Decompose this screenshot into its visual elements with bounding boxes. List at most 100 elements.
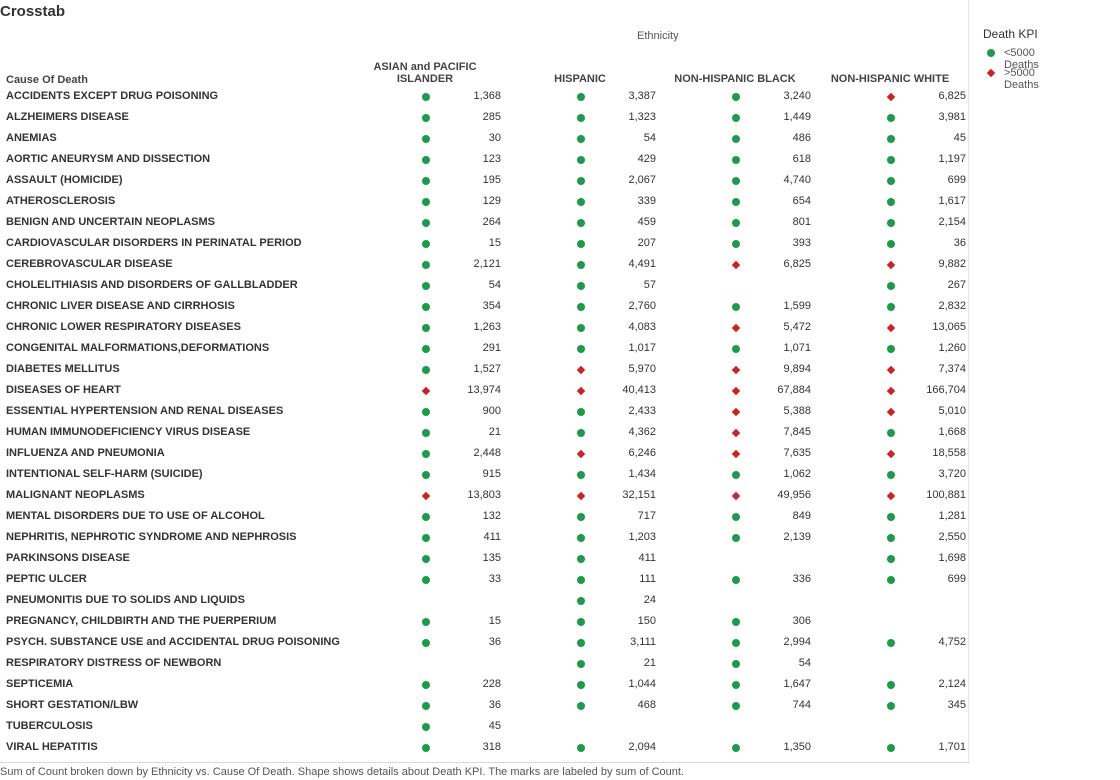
table-row[interactable]: ATHEROSCLEROSIS 129 339 654 1,617 [0,190,970,211]
table-cell[interactable]: 267 [811,274,966,295]
table-cell[interactable]: 13,803 [346,484,501,505]
table-cell[interactable]: 393 [656,232,811,253]
table-cell[interactable]: 849 [656,505,811,526]
table-cell[interactable]: 150 [501,610,656,631]
table-cell[interactable]: 1,617 [811,190,966,211]
table-cell[interactable]: 5,388 [656,400,811,421]
table-row[interactable]: HUMAN IMMUNODEFICIENCY VIRUS DISEASE 21 4,… [0,421,970,442]
table-cell[interactable]: 6,246 [501,442,656,463]
table-cell[interactable]: 21 [501,652,656,673]
table-cell[interactable]: 6,825 [656,253,811,274]
table-cell[interactable]: 744 [656,694,811,715]
table-row[interactable]: CHOLELITHIASIS AND DISORDERS OF GALLBLAD… [0,274,970,295]
table-cell[interactable]: 2,832 [811,295,966,316]
table-row[interactable]: PARKINSONS DISEASE 135 411 1,698 [0,547,970,568]
table-row[interactable]: CHRONIC LOWER RESPIRATORY DISEASES 1,263 4… [0,316,970,337]
table-row[interactable]: PNEUMONITIS DUE TO SOLIDS AND LIQUIDS 24 [0,589,970,610]
table-cell[interactable]: 345 [811,694,966,715]
table-cell[interactable]: 1,197 [811,148,966,169]
table-cell[interactable]: 195 [346,169,501,190]
table-row[interactable]: CONGENITAL MALFORMATIONS,DEFORMATIONS 291… [0,337,970,358]
table-cell[interactable]: 4,752 [811,631,966,652]
table-cell[interactable]: 2,124 [811,673,966,694]
table-cell[interactable]: 40,413 [501,379,656,400]
table-cell[interactable]: 2,067 [501,169,656,190]
table-cell[interactable]: 1,668 [811,421,966,442]
table-cell[interactable]: 228 [346,673,501,694]
table-row[interactable]: CEREBROVASCULAR DISEASE 2,121 4,491 6,825 9,… [0,253,970,274]
table-cell[interactable]: 2,094 [501,736,656,757]
table-cell[interactable]: 1,260 [811,337,966,358]
table-row[interactable]: BENIGN AND UNCERTAIN NEOPLASMS 264 459 801 2… [0,211,970,232]
table-cell[interactable]: 2,139 [656,526,811,547]
table-cell[interactable]: 3,111 [501,631,656,652]
table-cell[interactable]: 411 [346,526,501,547]
table-cell[interactable]: 915 [346,463,501,484]
table-cell[interactable]: 1,071 [656,337,811,358]
table-cell[interactable]: 699 [811,169,966,190]
column-header-asian-pacific-islander[interactable]: ASIAN and PACIFIC ISLANDER [350,61,500,85]
table-cell[interactable]: 45 [811,127,966,148]
table-cell[interactable]: 33 [346,568,501,589]
table-cell[interactable]: 9,882 [811,253,966,274]
table-cell[interactable]: 30 [346,127,501,148]
table-row[interactable]: ANEMIAS 30 54 486 45 [0,127,970,148]
table-cell[interactable]: 45 [346,715,501,736]
table-cell[interactable]: 3,387 [501,85,656,106]
table-cell[interactable]: 264 [346,211,501,232]
table-cell[interactable]: 699 [811,568,966,589]
table-cell[interactable]: 32,151 [501,484,656,505]
table-cell[interactable]: 4,740 [656,169,811,190]
table-cell[interactable]: 1,647 [656,673,811,694]
table-cell[interactable]: 1,263 [346,316,501,337]
table-cell[interactable]: 468 [501,694,656,715]
table-cell[interactable]: 36 [346,631,501,652]
table-cell[interactable]: 2,121 [346,253,501,274]
table-cell[interactable]: 7,374 [811,358,966,379]
table-cell[interactable]: 54 [656,652,811,673]
table-cell[interactable]: 3,240 [656,85,811,106]
table-row[interactable]: MALIGNANT NEOPLASMS 13,803 32,151 49,956 100… [0,484,970,505]
table-row[interactable]: TUBERCULOSIS 45 [0,715,970,736]
table-cell[interactable]: 1,044 [501,673,656,694]
table-cell[interactable]: 13,065 [811,316,966,337]
table-cell[interactable]: 900 [346,400,501,421]
table-cell[interactable]: 100,881 [811,484,966,505]
table-cell[interactable]: 67,884 [656,379,811,400]
table-row[interactable]: ALZHEIMERS DISEASE 285 1,323 1,449 3,981 [0,106,970,127]
table-cell[interactable]: 291 [346,337,501,358]
table-cell[interactable]: 339 [501,190,656,211]
legend-item-under-5000[interactable]: <5000 Deaths [983,45,1039,71]
table-cell[interactable]: 6,825 [811,85,966,106]
table-row[interactable]: AORTIC ANEURYSM AND DISSECTION 123 429 618 1… [0,148,970,169]
table-row[interactable]: CHRONIC LIVER DISEASE AND CIRRHOSIS 354 2,… [0,295,970,316]
table-cell[interactable]: 135 [346,547,501,568]
table-row[interactable]: NEPHRITIS, NEPHROTIC SYNDROME AND NEPHRO… [0,526,970,547]
table-cell[interactable]: 318 [346,736,501,757]
table-cell[interactable]: 1,323 [501,106,656,127]
table-cell[interactable]: 5,010 [811,400,966,421]
table-row[interactable]: CARDIOVASCULAR DISORDERS IN PERINATAL PE… [0,232,970,253]
table-cell[interactable]: 24 [501,589,656,610]
table-cell[interactable]: 1,701 [811,736,966,757]
table-cell[interactable]: 2,760 [501,295,656,316]
table-cell[interactable]: 1,449 [656,106,811,127]
table-cell[interactable]: 2,154 [811,211,966,232]
table-row[interactable]: ACCIDENTS EXCEPT DRUG POISONING 1,368 3,38… [0,85,970,106]
table-cell[interactable]: 36 [811,232,966,253]
table-cell[interactable]: 801 [656,211,811,232]
table-row[interactable]: INTENTIONAL SELF-HARM (SUICIDE) 915 1,434 1… [0,463,970,484]
table-cell[interactable]: 459 [501,211,656,232]
table-cell[interactable]: 15 [346,232,501,253]
table-cell[interactable]: 3,981 [811,106,966,127]
table-row[interactable]: SHORT GESTATION/LBW 36 468 744 345 [0,694,970,715]
table-cell[interactable]: 9,894 [656,358,811,379]
column-header-non-hispanic-white[interactable]: NON-HISPANIC WHITE [815,73,965,85]
table-cell[interactable]: 7,845 [656,421,811,442]
table-cell[interactable]: 123 [346,148,501,169]
table-cell[interactable]: 13,974 [346,379,501,400]
table-cell[interactable]: 2,994 [656,631,811,652]
table-cell[interactable]: 4,491 [501,253,656,274]
table-row[interactable]: DIABETES MELLITUS 1,527 5,970 9,894 7,374 [0,358,970,379]
table-cell[interactable]: 429 [501,148,656,169]
